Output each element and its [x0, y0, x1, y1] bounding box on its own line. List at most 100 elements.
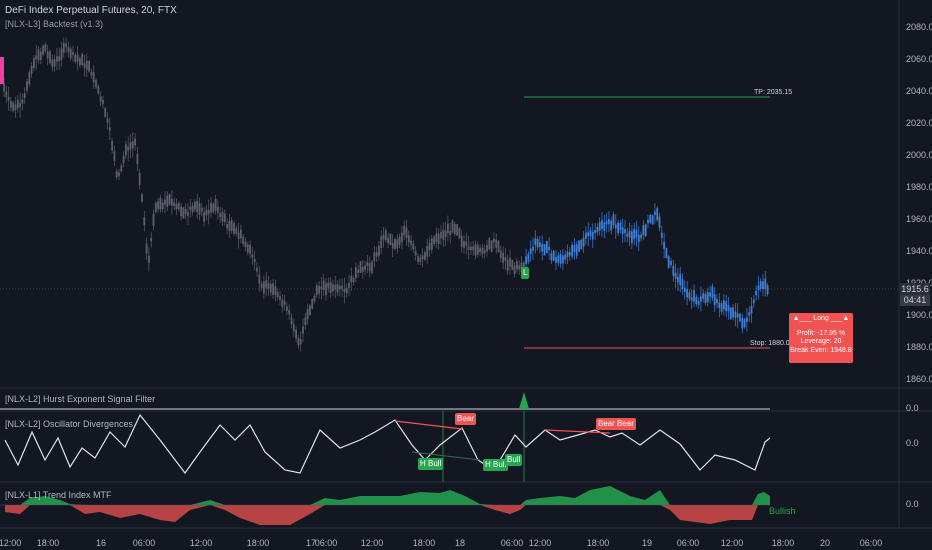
candle-body: [550, 253, 553, 261]
candle-body: [120, 165, 123, 172]
last-price-label: 1915.6: [900, 283, 930, 295]
candle-body: [33, 57, 35, 68]
candle-body: [304, 317, 307, 325]
candle-body: [88, 61, 90, 72]
candle-body: [412, 244, 415, 250]
candle-body: [723, 300, 725, 310]
trend-state-label: Bullish: [769, 506, 796, 516]
candle-body: [752, 299, 755, 304]
candle-body: [375, 252, 378, 257]
take-profit-label: TP: 2035.15: [754, 89, 793, 96]
candle-body: [341, 285, 343, 290]
candle-body: [136, 154, 139, 165]
candle-body: [686, 289, 688, 298]
candle-body: [456, 224, 458, 236]
bear-signal: Bear: [615, 418, 636, 430]
trend-bear-area: [5, 505, 770, 525]
candle-body: [14, 104, 17, 110]
trend-pane-label[interactable]: [NLX-L1] Trend Index MTF: [5, 490, 112, 500]
candle-body: [382, 234, 385, 240]
candle-body: [189, 206, 192, 211]
candle-body: [210, 202, 212, 213]
candle-body: [364, 265, 366, 270]
candle-body: [258, 274, 261, 284]
price-tick: 1960.0: [906, 214, 932, 224]
candle-body: [313, 295, 316, 302]
candle-body: [350, 275, 353, 283]
time-tick: 12:00: [0, 538, 22, 548]
candle-body: [148, 255, 150, 263]
time-tick: 18:00: [412, 538, 436, 548]
candle-body: [718, 302, 721, 309]
candle-body: [440, 231, 442, 239]
candle-body: [111, 140, 113, 151]
candle-body: [357, 269, 360, 273]
hurst-pane-label[interactable]: [NLX-L2] Hurst Exponent Signal Filter: [5, 394, 156, 404]
candle-body: [154, 203, 157, 213]
candle-body: [302, 326, 304, 334]
candle-body: [152, 213, 155, 226]
candle-body: [168, 194, 171, 205]
bear-divergence-line: [394, 420, 463, 430]
candle-body: [200, 207, 203, 212]
candle-body: [624, 228, 626, 234]
candle-body: [414, 251, 417, 256]
candle-body: [534, 238, 537, 246]
candle-body: [672, 265, 675, 276]
candle-body: [332, 284, 334, 292]
candle-body: [713, 294, 716, 305]
candle-body: [665, 247, 668, 259]
candle-body: [497, 240, 500, 253]
candle-body: [642, 225, 645, 235]
candle-body: [476, 244, 479, 255]
oscillator-line: [4, 413, 771, 475]
candle-body: [173, 202, 176, 206]
time-tick: 06:00: [500, 538, 524, 548]
candle-body: [320, 286, 323, 290]
candle-body: [674, 272, 677, 279]
candle-body: [228, 220, 231, 231]
candle-body: [348, 282, 350, 289]
candle-body: [384, 230, 387, 241]
candle-body: [766, 285, 769, 295]
candle-body: [95, 79, 97, 88]
candle-body: [327, 282, 330, 288]
candle-body: [488, 238, 491, 250]
candle-body: [575, 244, 578, 257]
candle-body: [256, 267, 258, 272]
time-tick: 18:00: [586, 538, 610, 548]
candle-body: [72, 51, 74, 56]
candle-body: [725, 301, 728, 312]
candle-body: [516, 261, 518, 270]
indicator-title[interactable]: [NLX-L3] Backtest (v1.3): [5, 19, 104, 29]
candle-body: [573, 245, 576, 253]
divergence-pane-label[interactable]: [NLX-L2] Oscillator Divergences: [5, 419, 134, 429]
candle-body: [272, 283, 274, 295]
candle-body: [716, 299, 718, 304]
candle-body: [134, 138, 136, 146]
candle-body: [410, 240, 412, 245]
bull-signal: Bull: [505, 454, 523, 466]
candle-body: [295, 329, 297, 339]
candle-body: [171, 198, 173, 206]
candle-body: [529, 248, 532, 255]
candle-body: [679, 273, 682, 286]
candle-body: [230, 220, 233, 231]
candle-body: [237, 232, 240, 239]
candle-body: [286, 306, 288, 311]
candle-body: [108, 127, 111, 131]
candle-body: [430, 238, 433, 250]
candle-body: [764, 278, 767, 290]
candle-body: [739, 313, 741, 322]
time-tick: 06:00: [314, 538, 338, 548]
candle-body: [267, 282, 270, 289]
candle-body: [663, 241, 665, 249]
div-zero-tick: 0.0: [906, 438, 919, 448]
candle-body: [67, 47, 70, 52]
bear-signal: Bear: [596, 418, 617, 430]
candle-body: [322, 280, 325, 290]
symbol-title[interactable]: DeFi Index Perpetual Futures, 20, FTX: [5, 5, 177, 16]
hurst-spike: [519, 392, 529, 409]
candle-body: [46, 51, 49, 59]
